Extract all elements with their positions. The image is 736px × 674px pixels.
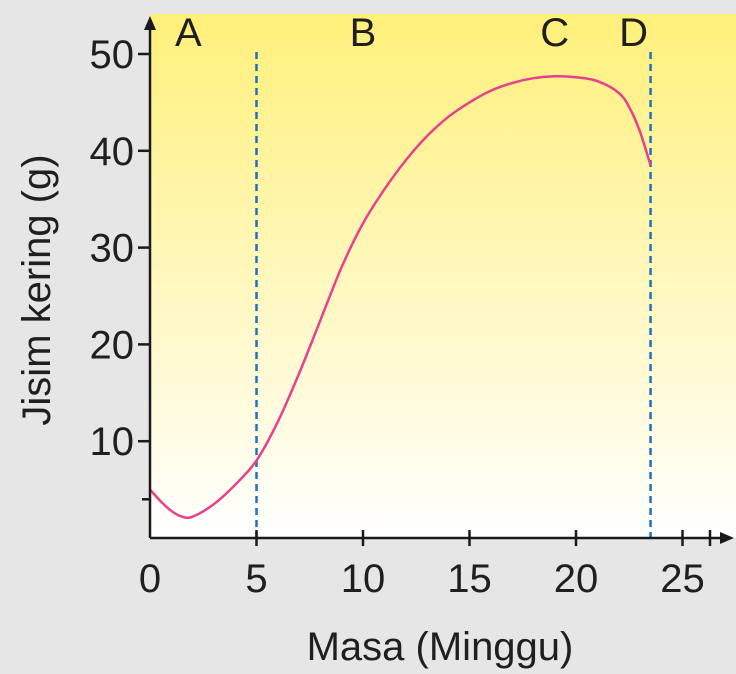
- plot-background: [150, 14, 736, 538]
- x-tick-label-0: 0: [139, 557, 161, 601]
- y-tick-label-50: 50: [90, 33, 135, 77]
- y-axis-title: Jisim kering (g): [15, 154, 59, 425]
- phase-label-b: B: [350, 11, 377, 55]
- x-tick-label-20: 20: [554, 557, 599, 601]
- phase-label-c: C: [540, 11, 569, 55]
- y-tick-label-40: 40: [90, 130, 135, 174]
- x-tick-label-15: 15: [447, 557, 492, 601]
- y-tick-label-30: 30: [90, 227, 135, 271]
- x-tick-label-10: 10: [341, 557, 386, 601]
- phase-label-a: A: [175, 11, 202, 55]
- y-tick-label-10: 10: [90, 420, 135, 464]
- y-tick-label-20: 20: [90, 323, 135, 367]
- y-axis-ticks: 10 20 30 40 50: [90, 33, 151, 499]
- x-tick-label-5: 5: [245, 557, 267, 601]
- phase-label-d: D: [619, 11, 648, 55]
- x-axis-title: Masa (Minggu): [307, 625, 574, 669]
- x-tick-label-25: 25: [660, 557, 705, 601]
- x-axis-ticks: 0 5 10 15 20 25: [139, 530, 710, 601]
